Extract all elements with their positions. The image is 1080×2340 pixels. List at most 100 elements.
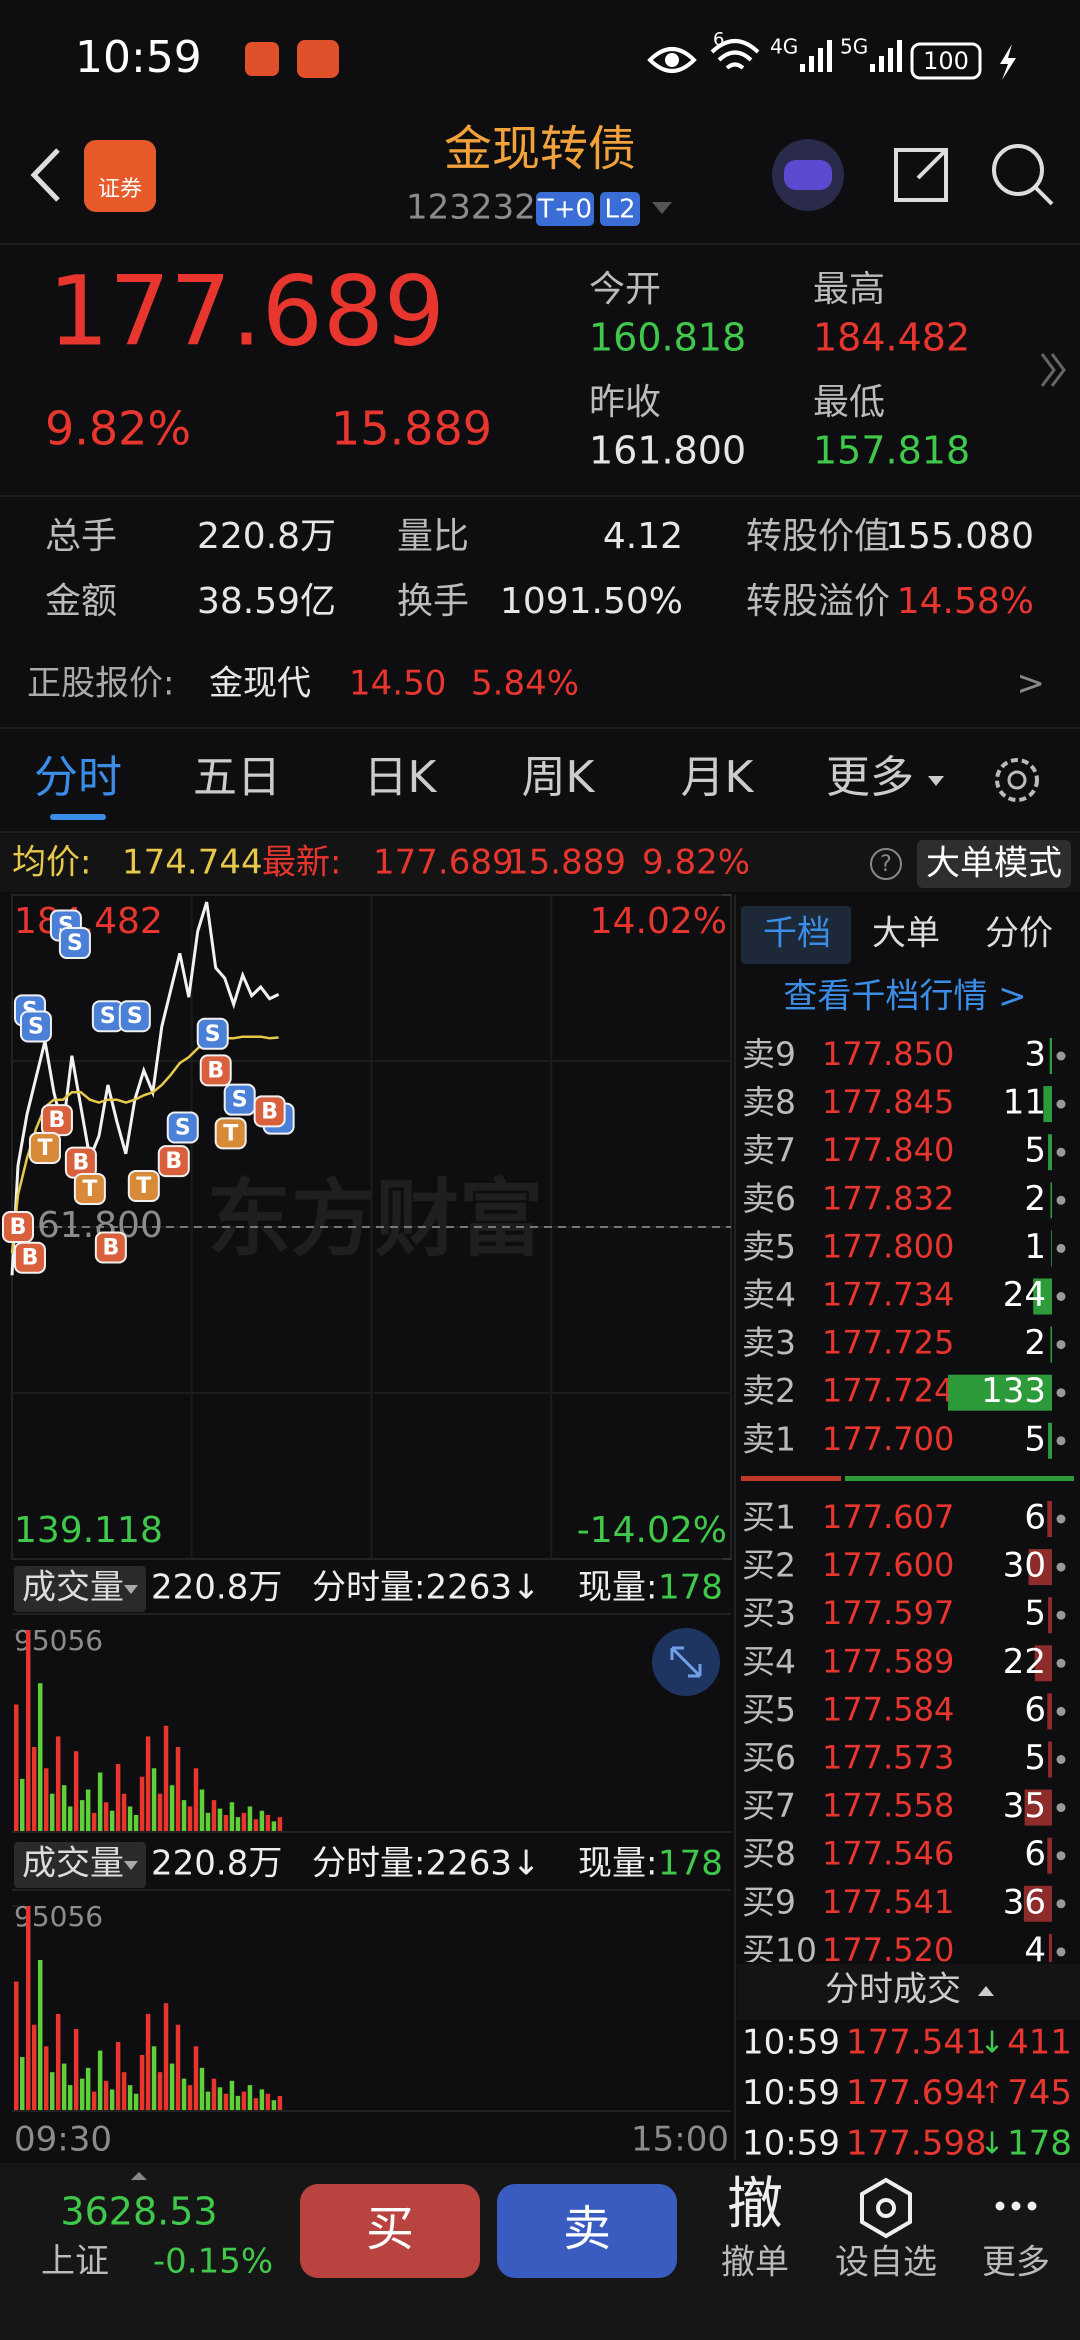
watermark: 东方财富 — [207, 1170, 543, 1268]
book-volume-bar — [1033, 1278, 1052, 1315]
volume-bar — [157, 2072, 163, 2111]
book-level: 卖2 — [742, 1371, 796, 1410]
volume-bar — [145, 1736, 151, 1832]
app-icon — [297, 40, 339, 78]
volume-bar — [157, 1793, 163, 1832]
book-volume-bar — [1028, 1549, 1052, 1586]
book-level: 卖1 — [742, 1419, 796, 1458]
book-dot — [1056, 1243, 1066, 1253]
book-level: 买10 — [742, 1930, 817, 1969]
trade-badge — [166, 1111, 199, 1144]
watch-label[interactable]: 设自选 — [835, 2243, 937, 2283]
stat-value: 1091.50% — [500, 581, 683, 622]
book-tab[interactable]: 分价 — [985, 914, 1053, 954]
book-volume: 3 — [1024, 1035, 1046, 1075]
volume-bar — [127, 1806, 133, 1832]
volume-bar — [163, 1725, 169, 1832]
mode-button-label[interactable]: 大单模式 — [926, 844, 1062, 884]
book-price: 177.600 — [822, 1546, 954, 1584]
book-volume-bar — [1051, 1230, 1052, 1267]
robot-face — [784, 160, 832, 190]
volume-bar — [97, 2050, 103, 2111]
change: 15.889 — [331, 402, 492, 456]
volume-bar — [193, 1768, 199, 1832]
volume-bar — [43, 2046, 49, 2111]
book-tab[interactable]: 千档 — [763, 914, 831, 954]
book-volume: 2 — [1024, 1179, 1046, 1219]
volume-bar — [14, 1981, 19, 2111]
trade-direction: ↑ — [979, 2076, 1004, 2111]
cancel-icon[interactable]: 撤 — [727, 2172, 783, 2237]
volume-label: 成交量 — [22, 1568, 124, 1608]
tab[interactable]: 日K — [364, 752, 438, 803]
book-price: 177.546 — [822, 1835, 954, 1873]
volume-bar — [277, 1817, 283, 1832]
volume-bar — [217, 2087, 223, 2111]
quote-value: 157.818 — [813, 429, 970, 473]
trade-badge-label: T — [223, 1121, 238, 1146]
volume-bar — [265, 1814, 271, 1832]
tab[interactable]: 更多 — [826, 752, 914, 803]
book-price: 177.520 — [822, 1931, 954, 1969]
book-volume-bar — [1048, 1933, 1052, 1962]
expand-chevron[interactable] — [1040, 353, 1066, 387]
tab[interactable]: 五日 — [193, 752, 281, 803]
y2-tick-label: 14.02% — [590, 901, 727, 942]
volume-bar — [121, 1793, 127, 1832]
volume-bar — [49, 2072, 55, 2111]
dropdown-arrow — [652, 202, 672, 214]
search-icon[interactable] — [992, 144, 1044, 196]
trades-collapse[interactable] — [978, 1986, 994, 1996]
trade-badge — [118, 1000, 151, 1033]
volume-bar — [205, 2091, 211, 2111]
settings-icon[interactable] — [995, 758, 1039, 802]
volume-bar — [181, 2078, 187, 2111]
buy-button[interactable] — [300, 2184, 480, 2278]
current-volume: 178 — [658, 1568, 723, 1608]
sell-label[interactable]: 卖 — [563, 2201, 611, 2257]
share-icon[interactable] — [894, 148, 948, 202]
book-link[interactable]: 查看千档行情 > — [783, 977, 1026, 1017]
volume-bar — [49, 1793, 55, 1832]
volume-selector[interactable] — [14, 1842, 146, 1888]
volume-bar — [79, 2078, 85, 2111]
trade-badge-label: B — [102, 1235, 119, 1260]
more-label[interactable]: 更多 — [982, 2243, 1050, 2283]
help[interactable]: ? — [880, 852, 892, 877]
book-volume: 6 — [1024, 1834, 1046, 1874]
volume-bar — [151, 1768, 157, 1832]
cancel-label[interactable]: 撤单 — [721, 2243, 789, 2283]
volume-bar — [109, 2089, 115, 2111]
logo — [84, 140, 156, 212]
book-price: 177.558 — [822, 1787, 954, 1825]
watch-icon[interactable] — [860, 2177, 912, 2239]
mode-button[interactable] — [917, 840, 1071, 888]
quote-value: 160.818 — [589, 316, 746, 360]
book-price: 177.607 — [822, 1498, 954, 1536]
tab[interactable]: 分时 — [34, 752, 122, 803]
book-price: 177.725 — [822, 1324, 954, 1362]
tab[interactable]: 周K — [522, 752, 596, 803]
settings-icon — [1007, 770, 1027, 790]
volume-bar — [199, 1789, 205, 1832]
eye-icon — [665, 53, 679, 67]
book-volume: 5 — [1024, 1738, 1046, 1778]
sell-button[interactable] — [497, 2184, 677, 2278]
volume-bar — [145, 2013, 151, 2111]
book-volume: 30 — [1003, 1546, 1046, 1586]
volume-selector[interactable] — [14, 1566, 146, 1612]
volume-bar — [115, 2041, 121, 2111]
book-price: 177.724 — [822, 1372, 954, 1410]
quote-label: 最低 — [813, 382, 885, 423]
book-tab[interactable]: 大单 — [872, 914, 940, 954]
stock-label: 正股报价: — [27, 664, 174, 704]
trade-badge-label: T — [82, 1177, 97, 1202]
volume-bar — [175, 2024, 181, 2111]
stock-more[interactable]: > — [1017, 664, 1046, 704]
tab[interactable]: 月K — [681, 752, 755, 803]
back-button[interactable] — [30, 148, 60, 202]
buy-label[interactable]: 买 — [366, 2201, 414, 2257]
book-level: 卖3 — [742, 1323, 796, 1362]
trade-badge-label: B — [22, 1246, 39, 1271]
